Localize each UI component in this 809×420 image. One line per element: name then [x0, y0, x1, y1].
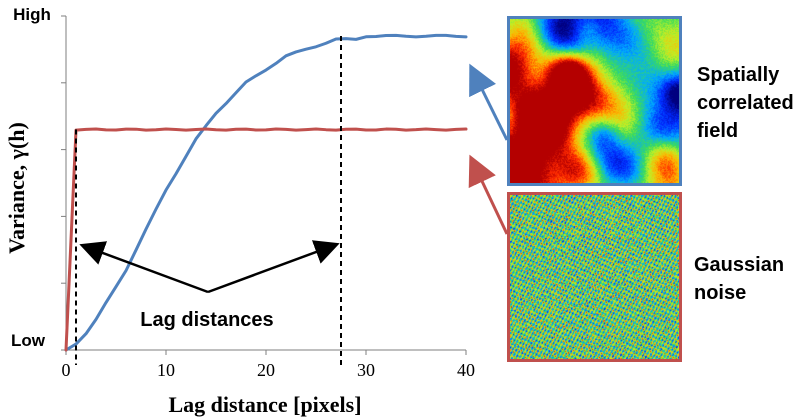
lag-arrow-left: [79, 241, 209, 294]
y-tick-label-high: High: [13, 5, 51, 24]
x-tick-label-0: 0: [62, 360, 71, 380]
gaussian-noise-canvas: [510, 195, 679, 359]
x-tick-label-1: 10: [157, 360, 175, 380]
connector-arrow-blue: [469, 63, 509, 141]
spatially-correlated-label-line3: field: [697, 120, 739, 142]
labels-group: 0 10 20 30 40 High Low Lag distance [pixels] Var…: [4, 5, 475, 417]
x-tick-label-2: 20: [257, 360, 275, 380]
axes-group: [61, 15, 467, 355]
series-group: [64, 33, 468, 352]
x-axis-label: Lag distance [pixels]: [168, 392, 361, 417]
gaussian-noise-label: Gaussian noise: [694, 251, 804, 307]
annotations-group: Lag distances: [79, 63, 509, 331]
lag-distances-label: Lag distances: [140, 309, 273, 331]
series-line-1: [64, 127, 468, 352]
y-tick-label-low: Low: [11, 331, 46, 350]
markers-group: [75, 36, 342, 365]
y-axis-label: Variance, γ(h): [4, 122, 29, 254]
spatially-correlated-label-line1: Spatially: [697, 64, 780, 86]
connector-arrow-red: [468, 154, 509, 235]
spatially-correlated-label-line2: correlated: [697, 92, 794, 114]
lag-arrow-right: [207, 240, 340, 294]
x-tick-label-4: 40: [457, 360, 475, 380]
gaussian-noise-label-line1: Gaussian: [694, 254, 785, 276]
spatially-correlated-field-image: [507, 16, 682, 186]
gaussian-noise-image: [507, 192, 682, 362]
gaussian-noise-label-line2: noise: [694, 282, 747, 304]
series-line-0: [64, 33, 468, 352]
spatial-field-canvas: [510, 19, 679, 183]
x-tick-label-3: 30: [357, 360, 375, 380]
spatially-correlated-label: Spatially correlated field: [697, 61, 803, 145]
